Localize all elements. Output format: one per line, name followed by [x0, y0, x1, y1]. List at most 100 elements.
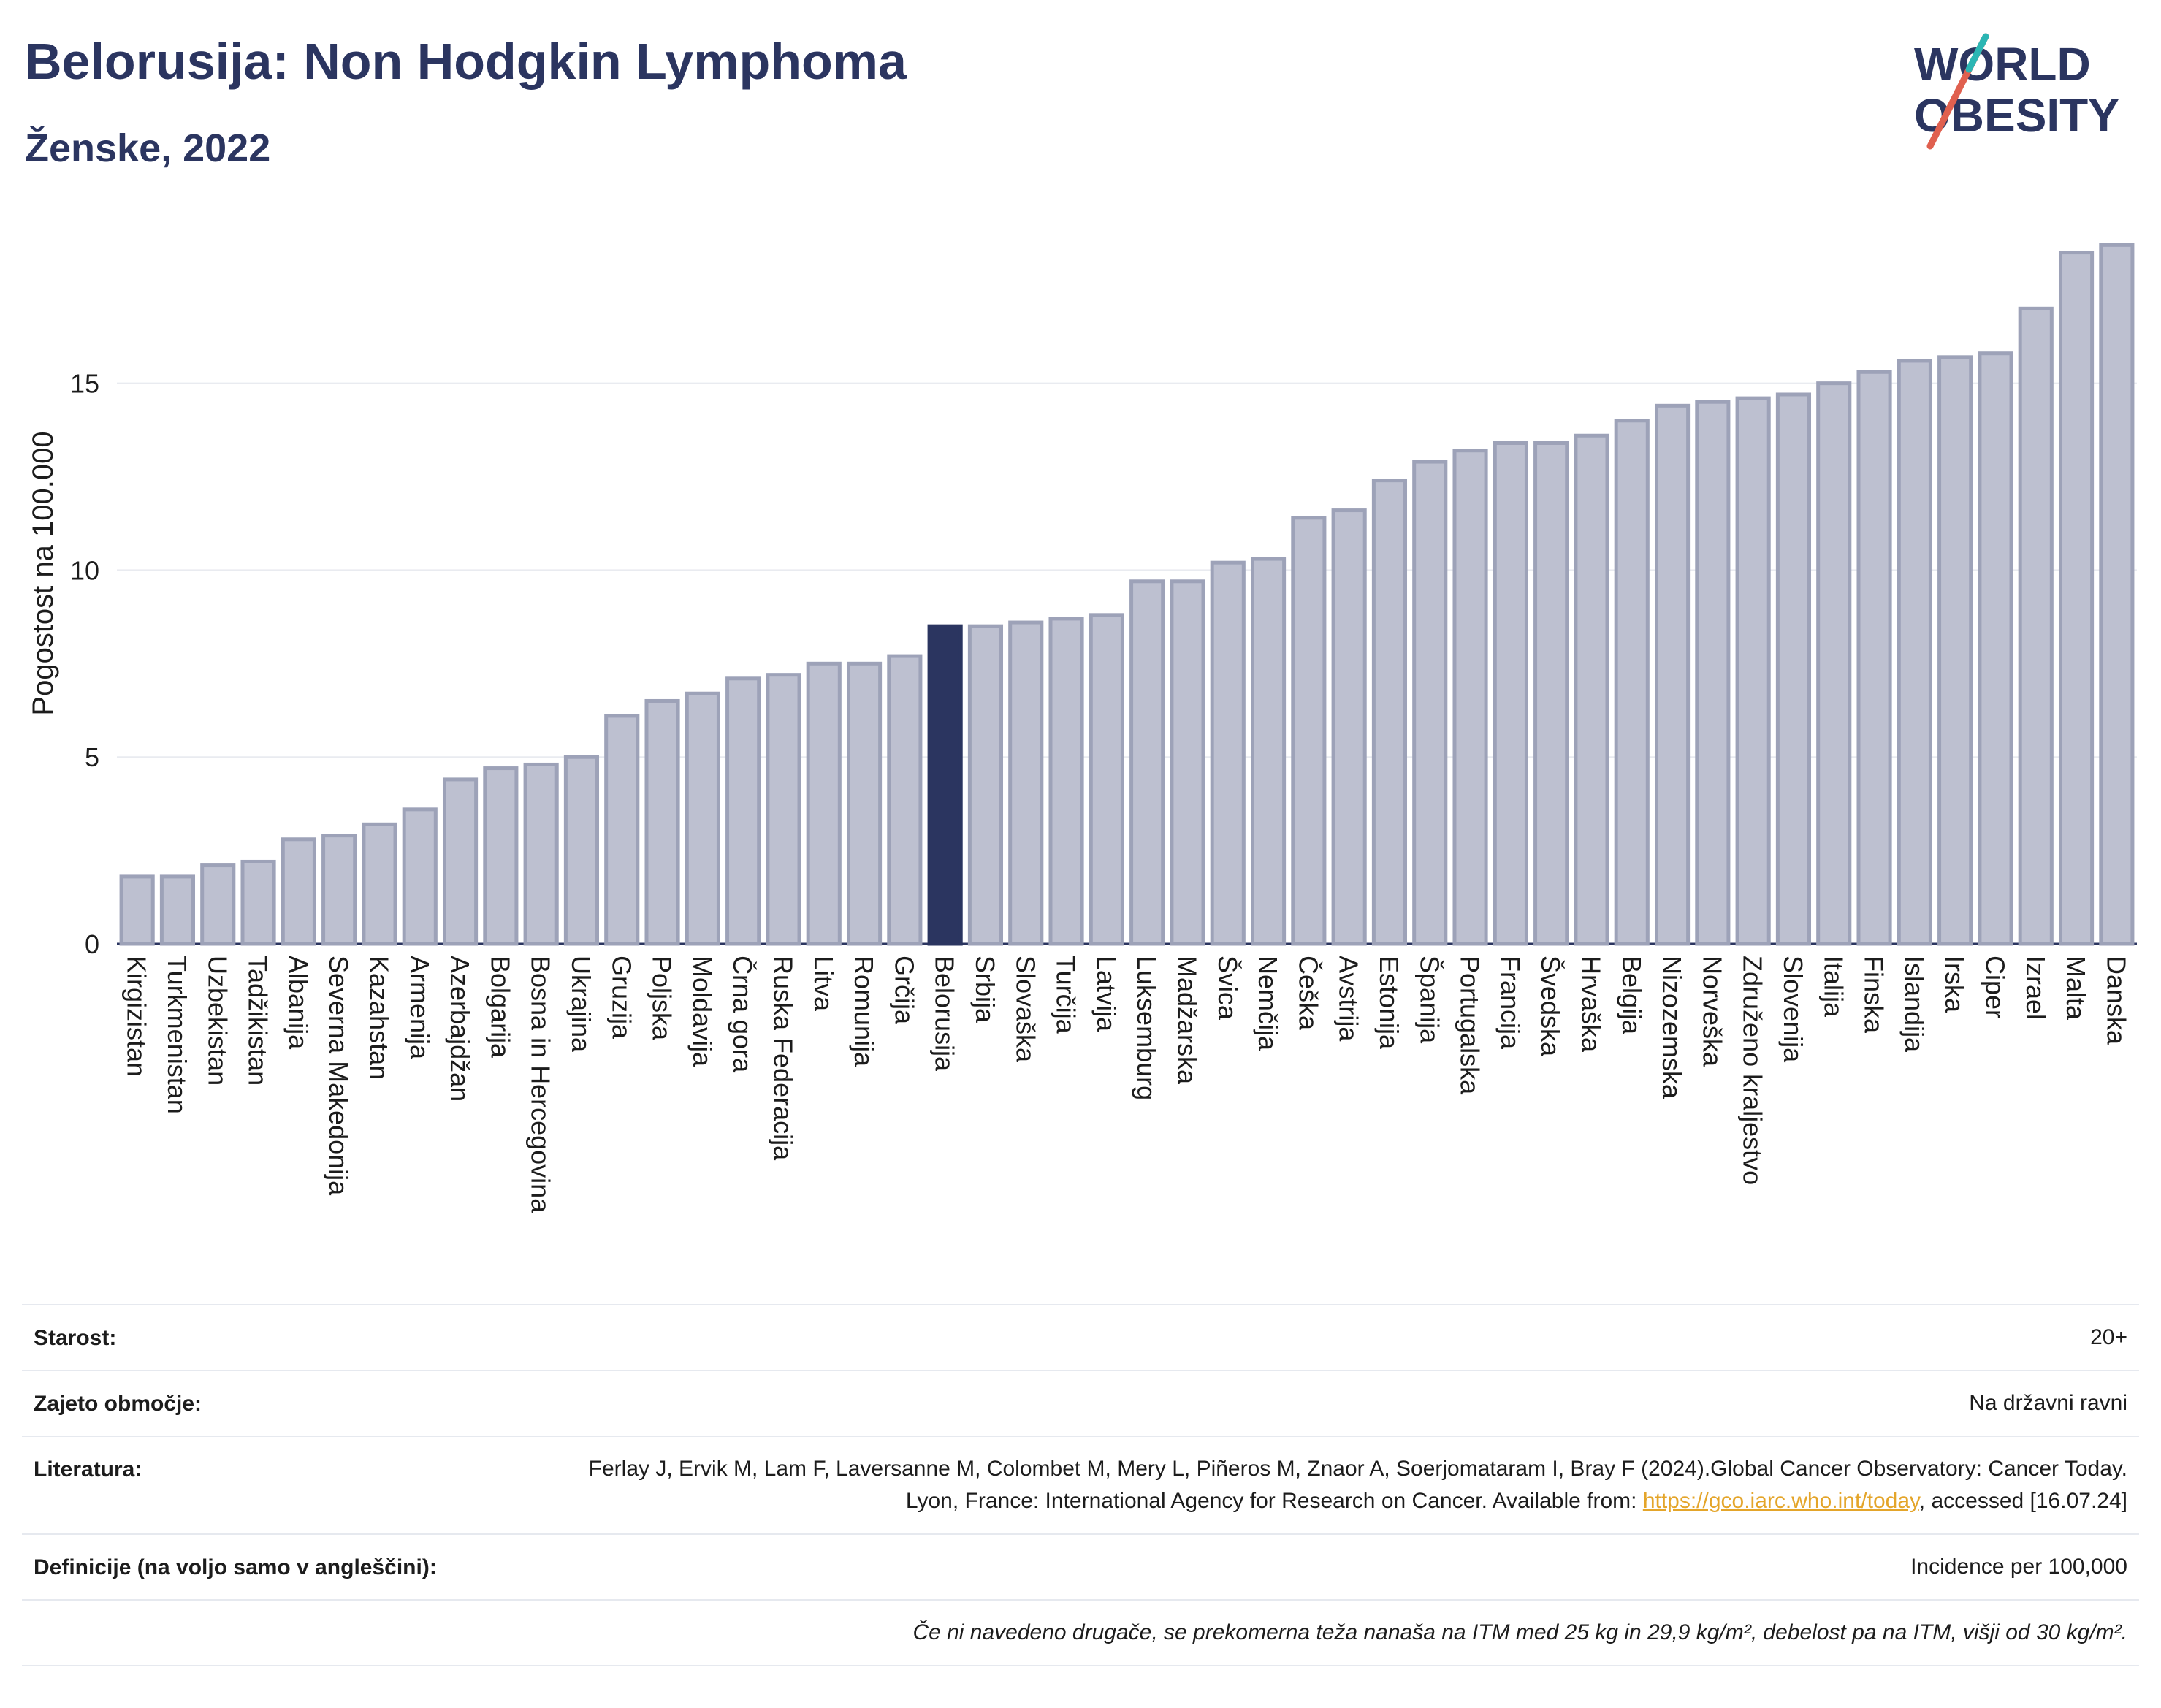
y-tick-label: 5 — [85, 742, 99, 772]
bar — [159, 874, 196, 946]
bar — [321, 834, 357, 946]
bar — [1856, 370, 1892, 946]
bar — [240, 859, 276, 946]
x-tick-label: Kirgizistan — [122, 956, 152, 1077]
bar — [1331, 508, 1367, 946]
x-tick-label: Srbija — [970, 956, 1000, 1023]
x-tick-label: Švedska — [1536, 956, 1566, 1057]
bar — [1008, 620, 1044, 946]
bar — [1089, 613, 1124, 946]
x-tick-label: Avstrija — [1334, 956, 1364, 1042]
x-tick-label: Armenija — [405, 956, 435, 1060]
info-row-note: Če ni navedeno drugače, se prekomerna te… — [22, 1599, 2139, 1666]
bar — [604, 714, 640, 946]
bar — [1170, 579, 1205, 946]
x-tick-label: Črna gora — [728, 956, 758, 1073]
page-subtitle: Ženske, 2022 — [25, 126, 271, 170]
x-tick-label: Poljska — [647, 956, 677, 1041]
x-tick-label: Albanija — [283, 956, 313, 1050]
bar — [1614, 419, 1650, 946]
x-tick-label: Ukrajina — [566, 956, 596, 1053]
x-tick-label: Bosna in Hercegovina — [526, 956, 556, 1213]
bar — [1412, 460, 1448, 946]
y-tick-label: 10 — [70, 555, 99, 585]
x-tick-label: Moldavija — [687, 956, 717, 1067]
world-obesity-logo: WORLD OBESITY — [1914, 33, 2119, 150]
bar — [1775, 392, 1812, 946]
bar — [846, 661, 883, 946]
x-tick-label: Nizozemska — [1657, 956, 1687, 1099]
bar — [1816, 381, 1852, 946]
x-tick-label: Združeno kraljestvo — [1738, 956, 1768, 1185]
x-tick-label: Portugalska — [1455, 956, 1485, 1095]
bar — [1533, 441, 1569, 946]
bar — [1129, 579, 1165, 946]
bar — [1210, 560, 1246, 946]
x-tick-label: Norveška — [1697, 956, 1727, 1067]
x-tick-label: Latvija — [1091, 956, 1121, 1032]
bar — [119, 874, 155, 946]
bar — [1937, 355, 1973, 946]
x-tick-label: Češka — [1293, 956, 1323, 1031]
info-table: Starost: 20+ Zajeto območje: Na državni … — [22, 1304, 2139, 1666]
x-tick-label: Turkmenistan — [162, 956, 192, 1114]
literature-text: Ferlay J, Ervik M, Lam F, Laversanne M, … — [588, 1457, 2127, 1513]
x-tick-label: Uzbekistan — [202, 956, 232, 1086]
info-row-coverage: Zajeto območje: Na državni ravni — [22, 1370, 2139, 1436]
x-tick-label: Malta — [2061, 956, 2091, 1021]
bar — [402, 807, 438, 946]
info-row-age: Starost: 20+ — [22, 1304, 2139, 1370]
svg-text:WORLD: WORLD — [1914, 38, 2091, 91]
x-tick-label: Slovaška — [1010, 956, 1040, 1063]
x-tick-label: Tadžikistan — [243, 956, 273, 1086]
bar — [563, 755, 600, 946]
literature-label: Literatura: — [34, 1457, 142, 1482]
bar — [644, 698, 680, 946]
bar-chart: 0 5 10 15 Kirgizistan Turkmenistan Uzbekistan… — [27, 243, 2137, 1213]
bar — [2058, 251, 2095, 946]
age-value: 20+ — [2090, 1325, 2127, 1349]
bar — [281, 837, 316, 946]
bar — [200, 863, 236, 946]
x-tick-label: Slovenija — [1778, 956, 1808, 1063]
x-tick-label: Litva — [809, 956, 839, 1012]
x-tick-label: Švica — [1213, 956, 1243, 1021]
y-axis-label: Pogostost na 100.000 — [27, 431, 59, 715]
x-tick-label: Islandija — [1899, 956, 1929, 1053]
x-tick-label: Kazahstan — [364, 956, 394, 1080]
x-tick-label: Irska — [1940, 956, 1970, 1013]
bar — [1654, 403, 1691, 946]
x-tick-label: Francija — [1495, 956, 1525, 1050]
bar — [483, 766, 519, 946]
bar — [967, 624, 1004, 946]
x-tick-label: Italija — [1818, 956, 1848, 1018]
literature-value: Ferlay J, Ervik M, Lam F, Laversanne M, … — [34, 1453, 2127, 1517]
x-tick-label: Romunija — [849, 956, 879, 1067]
x-tick-label: Belgija — [1617, 956, 1647, 1035]
x-tick-label: Bolgarija — [485, 956, 515, 1059]
bar — [1493, 441, 1528, 946]
x-tick-label: Izrael — [2021, 956, 2051, 1020]
x-tick-label: Danska — [2101, 956, 2131, 1045]
x-tick-label: Severna Makedonija — [324, 956, 354, 1196]
bar — [1371, 479, 1408, 946]
x-tick-label: Luksemburg — [1132, 956, 1162, 1100]
definitions-value: Incidence per 100,000 — [1910, 1555, 2127, 1579]
bar-highlight — [927, 624, 963, 946]
x-tick-label: Nemčija — [1253, 956, 1283, 1051]
literature-link[interactable]: https://gco.iarc.who.int/today — [1642, 1489, 1919, 1513]
bar — [887, 654, 923, 946]
bar — [1048, 617, 1084, 946]
bar — [725, 676, 761, 946]
bar — [1897, 359, 1932, 946]
literature-accessed: , accessed [16.07.24] — [1918, 1489, 2127, 1513]
x-tick-label: Gruzija — [606, 956, 636, 1040]
coverage-label: Zajeto območje: — [34, 1392, 202, 1416]
age-label: Starost: — [34, 1326, 117, 1350]
x-tick-label: Grčija — [889, 956, 919, 1025]
bar — [1695, 400, 1731, 946]
info-row-definitions: Definicije (na voljo samo v angleščini):… — [22, 1533, 2139, 1599]
bar — [1978, 351, 2013, 946]
bar — [1574, 433, 1609, 946]
footnote: Če ni navedeno drugače, se prekomerna te… — [912, 1620, 2127, 1644]
